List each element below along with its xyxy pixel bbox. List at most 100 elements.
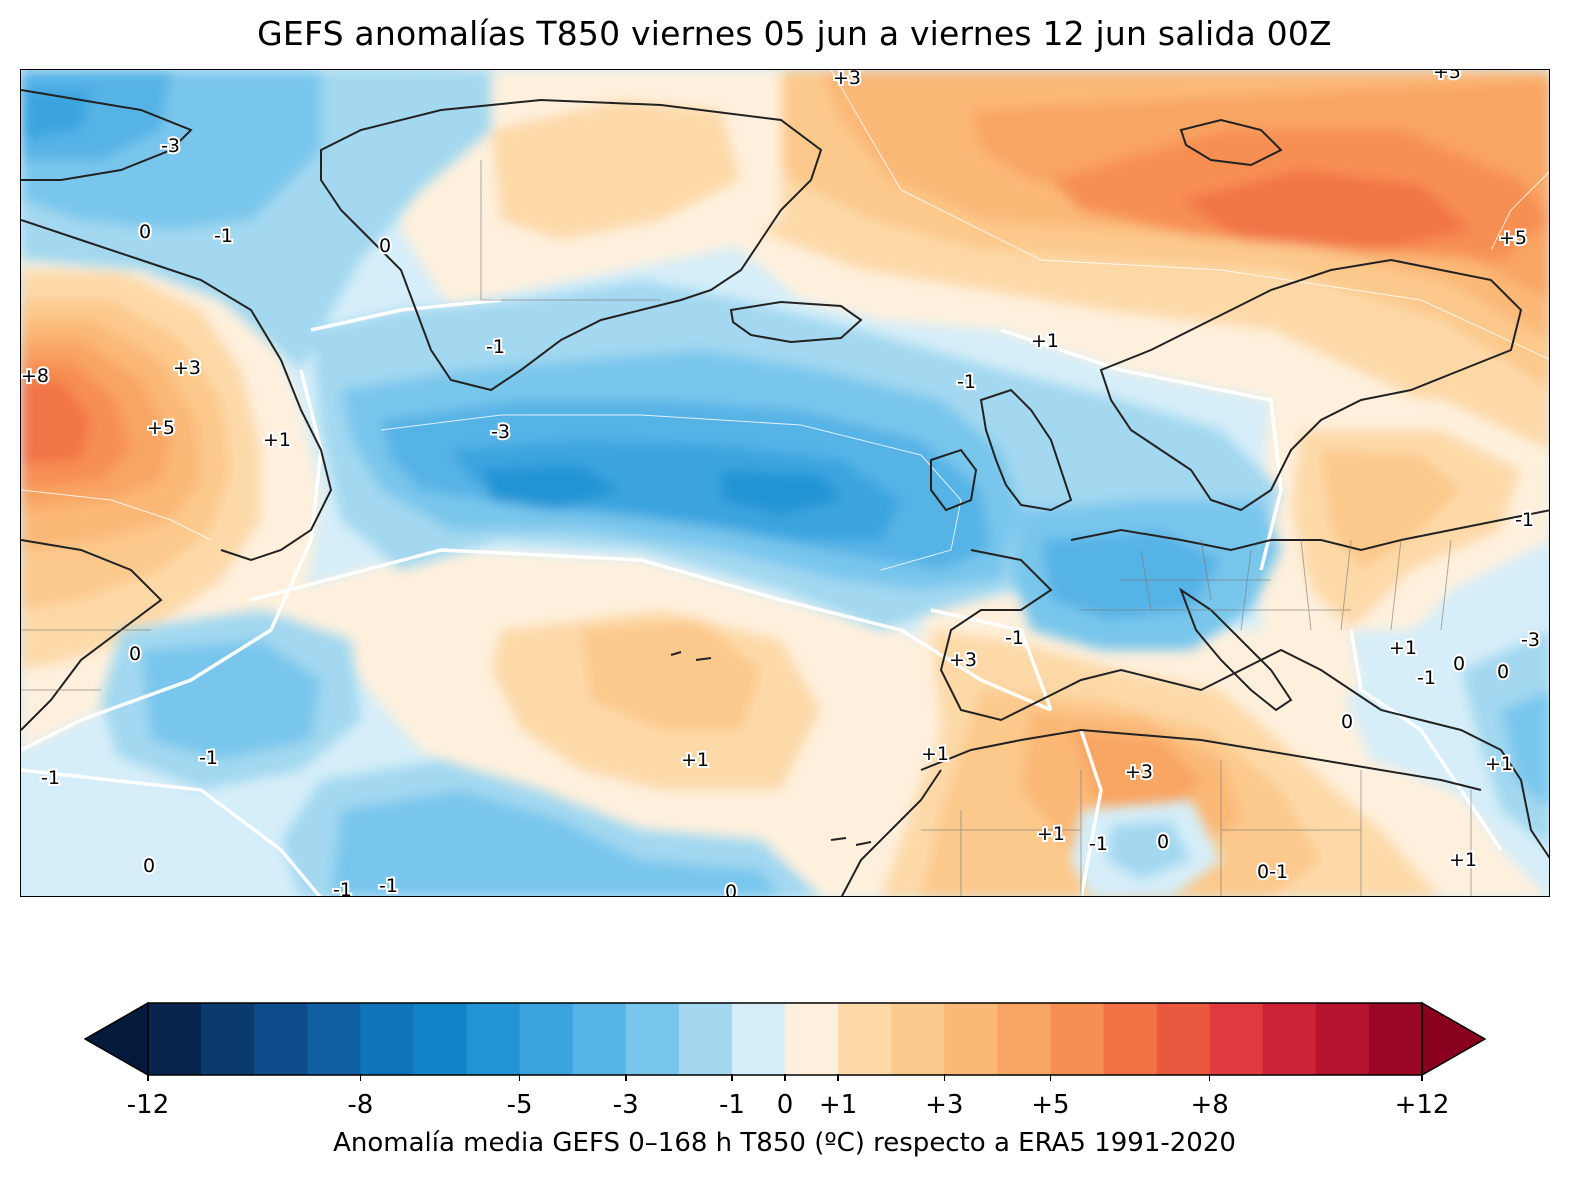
contour-label: 0: [1497, 661, 1509, 683]
colorbar-bin: [944, 1003, 998, 1075]
contour-label: -3: [1521, 629, 1540, 651]
contour-label: -1: [1089, 833, 1108, 855]
colorbar-bin: [148, 1003, 202, 1075]
thin-contours: [21, 70, 1549, 571]
contour-label: +8: [21, 365, 49, 387]
colorbar-bin: [1156, 1003, 1211, 1075]
contour-label: -1: [333, 879, 352, 897]
coast-ireland: [930, 448, 978, 512]
contour-label: 0: [1453, 653, 1465, 675]
colorbar-tick-label: 0: [776, 1090, 794, 1120]
colorbar-bin: [413, 1003, 468, 1075]
colorbar-tick-label: -8: [347, 1090, 374, 1120]
anomaly-map: +3 +5 -3 0 -1 0 -1 +1 +3 +8 +5 +1 -1 -3 …: [20, 69, 1550, 897]
contour-label: +1: [1389, 637, 1417, 659]
colorbar-tick: [943, 1074, 945, 1081]
colorbar-bin: [891, 1003, 945, 1075]
colorbar-tick-label: +8: [1190, 1090, 1229, 1120]
contour-label: +3: [173, 357, 201, 379]
political-borders: [21, 160, 1472, 896]
contour-label: 0: [1341, 711, 1353, 733]
colorbar-tick: [359, 1074, 362, 1081]
map-title: GEFS anomalías T850 viernes 05 jun a vie…: [257, 14, 1332, 53]
coast-canada: [21, 89, 193, 181]
colorbar-bin: [1050, 1003, 1105, 1075]
contour-label: -1: [1005, 627, 1024, 649]
contour-label: +5: [1433, 70, 1461, 83]
contour-label: +3: [1125, 761, 1153, 783]
colorbar-bin: [625, 1003, 680, 1075]
colorbar-bin: [1262, 1003, 1317, 1075]
colorbar-tick-label: -3: [612, 1090, 639, 1120]
contour-label: -1: [486, 336, 505, 358]
coast-scandinavia: [1099, 258, 1523, 512]
contour-label: 0: [139, 221, 151, 243]
contour-label: +1: [1037, 823, 1065, 845]
contour-label: -1: [379, 875, 398, 897]
contour-label: -1: [957, 371, 976, 393]
colorbar-bin: [678, 1003, 733, 1075]
colorbar-extend-low: [84, 1002, 149, 1076]
colorbar-tick: [784, 1074, 786, 1081]
coast-europe: [1070, 509, 1549, 552]
colorbar-tick-label: -1: [718, 1090, 745, 1120]
contour-label: +3: [949, 649, 977, 671]
contour-label: +1: [921, 743, 949, 765]
contour-label: +3: [833, 70, 861, 89]
contour-label: 0: [143, 855, 155, 877]
contour-label: 0: [129, 643, 141, 665]
coast-greenland: [320, 98, 823, 392]
contour-label: 0: [1157, 831, 1169, 853]
colorbar-bin: [731, 1003, 786, 1075]
contour-label: +1: [263, 429, 291, 451]
colorbar-bin: [838, 1003, 892, 1075]
contour-label: -1: [1417, 667, 1436, 689]
colorbar-bin: [1209, 1003, 1264, 1075]
contour-label: -3: [491, 421, 510, 443]
contour-label: -1: [41, 767, 60, 789]
colorbar-bin: [201, 1003, 255, 1075]
contour-label: 0: [379, 235, 391, 257]
coast-azores: [670, 651, 712, 661]
coast-north-africa: [920, 728, 1482, 791]
contour-label: +1: [1449, 849, 1477, 871]
cold-anomaly-fields: [21, 70, 1549, 896]
contour-label: +1: [1031, 330, 1059, 352]
colorbar-bin: [1103, 1003, 1158, 1075]
colorbar-bin: [1368, 1003, 1423, 1075]
coast-iceland: [729, 300, 863, 344]
colorbar-bin: [997, 1003, 1052, 1075]
colorbar-tick-label: +12: [1394, 1090, 1450, 1120]
contour-label: -1: [214, 225, 233, 247]
colorbar-tick: [731, 1074, 733, 1081]
contour-label: +1: [681, 749, 709, 771]
colorbar-tick-label: -12: [126, 1090, 170, 1120]
colorbar-tick: [518, 1074, 521, 1081]
colorbar-tick: [147, 1074, 149, 1081]
colorbar-tick-label: +1: [818, 1090, 858, 1120]
contour-label: -3: [161, 135, 180, 157]
contour-label: 0: [725, 881, 737, 897]
colorbar-tick: [837, 1074, 839, 1081]
coast-svalbard: [1179, 118, 1283, 167]
colorbar-tick: [625, 1074, 627, 1081]
contour-label: 0-1: [1257, 861, 1288, 883]
colorbar: [84, 1002, 1486, 1076]
colorbar-extend-high: [1421, 1002, 1486, 1076]
contour-label: -1: [1515, 509, 1534, 531]
colorbar-tick-label: +5: [1031, 1090, 1070, 1120]
colorbar-tick-label: -5: [506, 1090, 533, 1120]
colorbar-bin: [307, 1003, 361, 1075]
colorbar-bin: [360, 1003, 415, 1075]
colorbar-bin: [254, 1003, 308, 1075]
colorbar-tick: [1049, 1074, 1052, 1081]
colorbar-bin: [519, 1003, 574, 1075]
contour-label: +5: [1499, 227, 1527, 249]
zero-contour: [21, 298, 1503, 896]
contour-label: +1: [1485, 753, 1513, 775]
coast-britain: [979, 388, 1073, 512]
contour-labels: +3 +5 -3 0 -1 0 -1 +1 +3 +8 +5 +1 -1 -3 …: [21, 70, 1542, 897]
colorbar-bin: [785, 1003, 839, 1075]
colorbar-tick-label: +3: [925, 1090, 964, 1120]
coastlines: [21, 89, 1549, 896]
